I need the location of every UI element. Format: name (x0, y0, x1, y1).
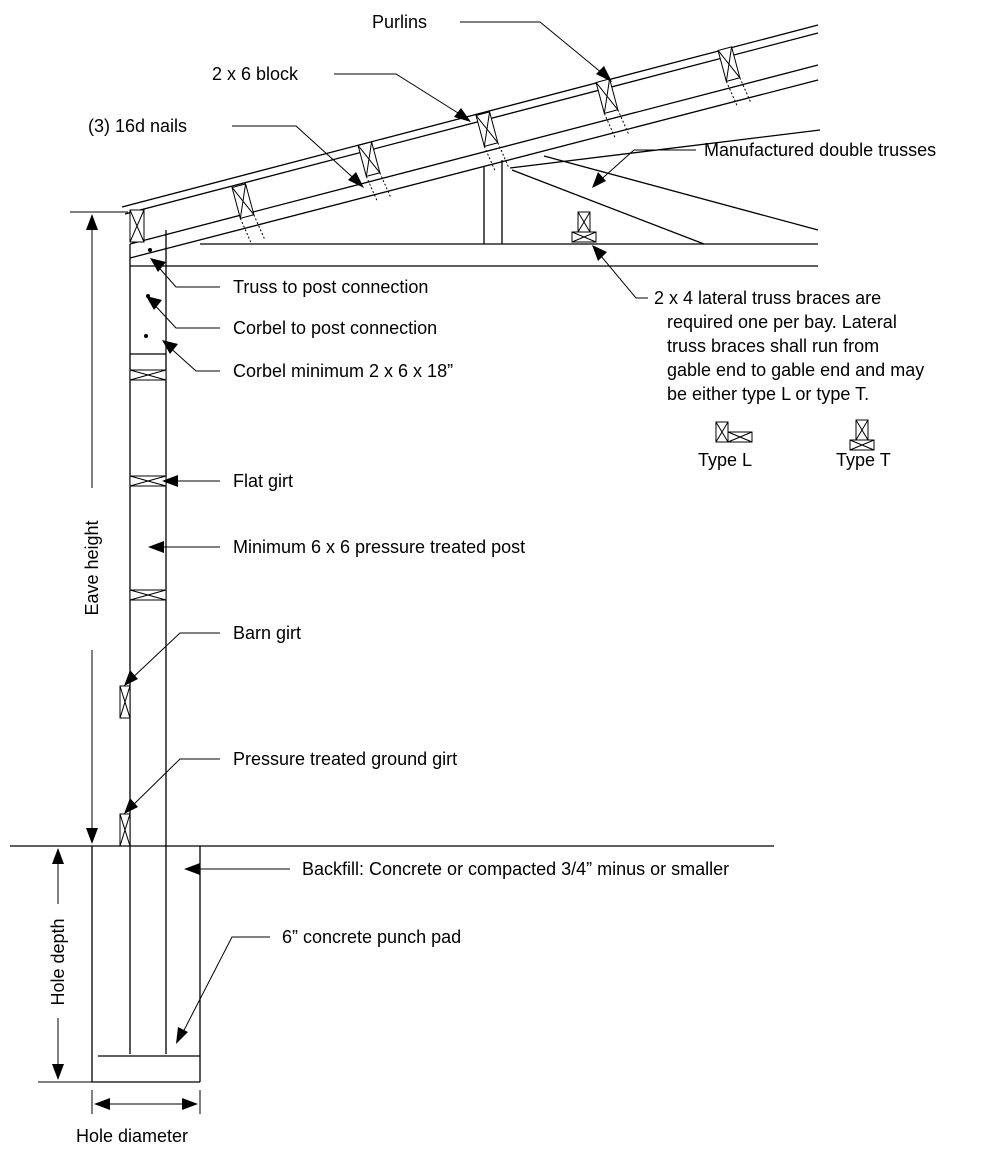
label-lateral-line-2: required one per bay. Lateral (667, 312, 897, 332)
label-backfill: Backfill: Concrete or compacted 3/4” min… (302, 859, 729, 879)
label-lateral-line-1: 2 x 4 lateral truss braces are (654, 288, 881, 308)
purlin (129, 209, 145, 243)
connection-dot (144, 334, 148, 338)
label-lateral-line-5: be either type L or type T. (667, 384, 869, 404)
post-assembly (119, 230, 167, 1054)
roof-sheathing (121, 24, 819, 208)
foundation (10, 845, 774, 1083)
label-eave-height: Eave height (82, 520, 102, 615)
label-barn-girt: Barn girt (233, 623, 301, 643)
label-post: Minimum 6 x 6 pressure treated post (233, 537, 525, 557)
leaders (124, 21, 696, 1044)
label-type-t: Type T (836, 450, 891, 470)
label-hole-diameter: Hole diameter (76, 1126, 188, 1146)
label-ground-girt: Pressure treated ground girt (233, 749, 457, 769)
purlin (231, 183, 265, 243)
purlin (717, 46, 751, 106)
label-corbel-post-connection: Corbel to post connection (233, 318, 437, 338)
flat-girt (129, 369, 167, 381)
roof-assembly (121, 24, 821, 267)
label-nails: (3) 16d nails (88, 116, 187, 136)
purlin (595, 78, 629, 138)
purlin (475, 111, 509, 171)
dimensions (38, 211, 201, 1114)
flat-girt (129, 475, 167, 487)
barn-girt (119, 685, 131, 719)
label-type-l: Type L (698, 450, 752, 470)
label-lateral-line-4: gable end to gable end and may (667, 360, 924, 380)
type-t-icon (849, 419, 875, 451)
purlin (357, 141, 391, 201)
ground-girt (119, 813, 131, 847)
label-truss-post-connection: Truss to post connection (233, 277, 428, 297)
label-block: 2 x 6 block (212, 64, 299, 84)
connection-dot (148, 248, 152, 252)
label-hole-depth: Hole depth (48, 918, 68, 1005)
flat-girt (129, 589, 167, 601)
label-flat-girt: Flat girt (233, 471, 293, 491)
label-punch-pad: 6” concrete punch pad (282, 927, 461, 947)
label-corbel-minimum: Corbel minimum 2 x 6 x 18” (233, 361, 453, 381)
label-lateral-line-3: truss braces shall run from (667, 336, 879, 356)
lateral-brace-type-t (571, 211, 597, 243)
label-trusses: Manufactured double trusses (704, 140, 936, 160)
type-l-icon (715, 421, 753, 443)
label-purlins: Purlins (372, 12, 427, 32)
